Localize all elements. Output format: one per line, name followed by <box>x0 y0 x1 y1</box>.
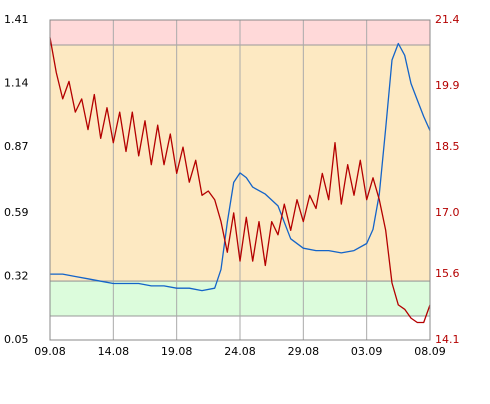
y2-tick-label: 14.1 <box>435 333 460 346</box>
y2-tick-label: 18.5 <box>435 140 460 153</box>
x-tick-label: 03.09 <box>351 345 383 358</box>
series-line <box>49 37 431 324</box>
y-tick-label: 0.59 <box>4 206 29 219</box>
y2-tick-label: 15.6 <box>435 267 460 280</box>
y-tick-label: 0.87 <box>4 140 29 153</box>
x-tick-label: 09.08 <box>34 345 66 358</box>
y2-tick-label: 17.0 <box>435 206 460 219</box>
x-tick-label: 14.08 <box>98 345 130 358</box>
y2-tick-label: 21.4 <box>435 13 460 26</box>
plot-border <box>49 19 431 341</box>
series-line <box>50 42 431 292</box>
x-tick-label: 24.08 <box>224 345 256 358</box>
x-tick-label: 19.08 <box>161 345 193 358</box>
y-tick-label: 0.05 <box>4 333 29 346</box>
y-tick-label: 1.14 <box>4 77 29 90</box>
x-tick-label: 08.09 <box>414 345 446 358</box>
x-tick-label: 29.08 <box>288 345 320 358</box>
y-tick-label: 0.32 <box>4 269 29 282</box>
y-tick-label: 1.41 <box>4 13 29 26</box>
y2-tick-label: 19.9 <box>435 79 460 92</box>
